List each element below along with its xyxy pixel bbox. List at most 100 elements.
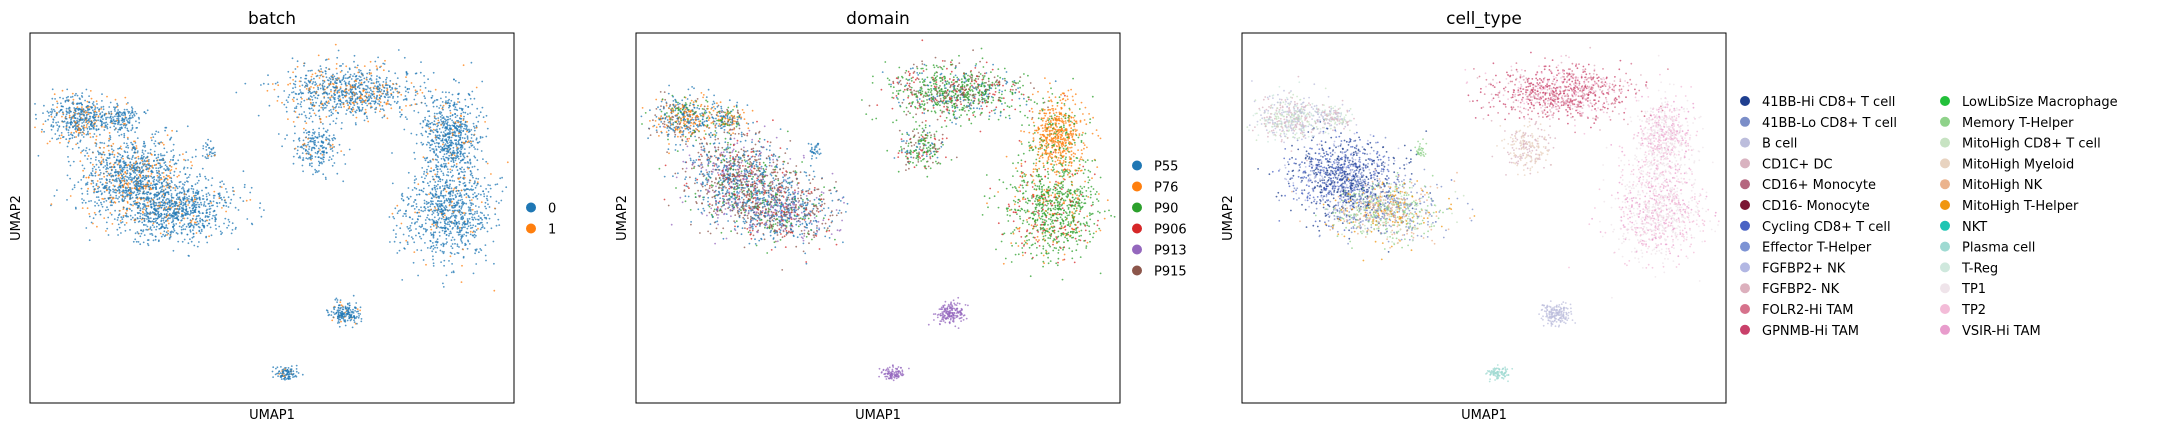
scatter-point [442, 124, 445, 127]
scatter-point [153, 154, 156, 157]
scatter-point [393, 217, 396, 220]
scatter-point [165, 184, 168, 187]
scatter-point [276, 81, 279, 84]
scatter-point [428, 142, 431, 144]
scatter-point [375, 81, 378, 84]
scatter-point [369, 96, 372, 99]
scatter-point [423, 202, 426, 205]
scatter-point [475, 229, 478, 231]
scatter-point [311, 91, 314, 94]
scatter-point [141, 208, 144, 210]
scatter-point [295, 93, 298, 95]
scatter-point [139, 212, 142, 215]
scatter-point [320, 100, 323, 103]
scatter-point [114, 209, 116, 212]
scatter-point [131, 115, 134, 117]
scatter-point [101, 178, 103, 180]
scatter-point [87, 187, 89, 190]
scatter-point [169, 137, 172, 140]
scatter-point [456, 192, 459, 195]
scatter-point [179, 171, 182, 173]
scatter-point [307, 141, 310, 144]
scatter-point [337, 89, 339, 92]
scatter-point [110, 213, 113, 216]
scatter-point [357, 77, 359, 80]
scatter-point [135, 180, 137, 182]
scatter-point [360, 81, 363, 84]
scatter-point [314, 156, 317, 158]
scatter-point [183, 195, 186, 198]
scatter-point [366, 96, 368, 99]
scatter-point [193, 211, 196, 214]
scatter-point [410, 205, 413, 208]
scatter-point [243, 183, 246, 186]
scatter-point [451, 169, 454, 172]
scatter-point [345, 94, 348, 96]
scatter-point [135, 197, 138, 199]
scatter-point [170, 150, 173, 153]
scatter-point [196, 201, 199, 204]
scatter-point [61, 115, 63, 118]
scatter-point [335, 117, 338, 120]
scatter-point [203, 225, 206, 228]
scatter-point [343, 105, 345, 108]
scatter-point [156, 217, 159, 220]
scatter-point [357, 71, 360, 74]
scatter-point [424, 118, 426, 121]
scatter-points-layer [34, 39, 1720, 383]
scatter-point [467, 206, 470, 209]
scatter-point [88, 121, 90, 124]
scatter-point [396, 100, 399, 103]
scatter-point [406, 118, 408, 120]
scatter-point [308, 107, 310, 110]
scatter-point [135, 127, 138, 129]
scatter-point [447, 157, 450, 160]
scatter-point [426, 247, 429, 249]
scatter-point [423, 173, 425, 175]
scatter-point [122, 176, 124, 179]
scatter-point [154, 140, 157, 143]
scatter-point [365, 76, 368, 79]
scatter-point [322, 82, 324, 85]
scatter-point [250, 186, 253, 189]
scatter-point [112, 174, 114, 177]
scatter-point [66, 174, 69, 177]
scatter-point [443, 148, 446, 151]
scatter-point [307, 143, 309, 146]
scatter-point [143, 217, 146, 220]
scatter-point [406, 72, 409, 75]
scatter-point [317, 94, 319, 97]
scatter-point [231, 229, 234, 231]
scatter-point [370, 79, 373, 81]
scatter-point [164, 129, 167, 132]
scatter-point [439, 116, 442, 118]
scatter-point [383, 87, 386, 89]
scatter-point [472, 140, 474, 143]
scatter-point [73, 186, 76, 189]
scatter-point [314, 151, 317, 154]
scatter-point [291, 57, 294, 60]
scatter-point [440, 124, 442, 126]
scatter-point [376, 75, 378, 77]
scatter-point [500, 199, 503, 202]
scatter-point [149, 226, 152, 229]
scatter-point [329, 78, 332, 80]
scatter-point [182, 214, 185, 217]
scatter-point [416, 92, 419, 95]
scatter-point [88, 215, 91, 218]
scatter-point [82, 169, 84, 172]
scatter-point [449, 217, 452, 219]
scatter-point [178, 207, 181, 210]
scatter-point [139, 179, 142, 182]
scatter-point [106, 174, 109, 177]
scatter-point [338, 106, 340, 108]
scatter-point [358, 90, 361, 93]
scatter-point [140, 172, 142, 175]
scatter-point [58, 134, 61, 137]
scatter-point [75, 107, 78, 110]
scatter-point [399, 111, 401, 113]
scatter-point [150, 175, 153, 178]
scatter-point [209, 200, 212, 202]
scatter-point [426, 168, 428, 171]
scatter-point [181, 183, 184, 185]
